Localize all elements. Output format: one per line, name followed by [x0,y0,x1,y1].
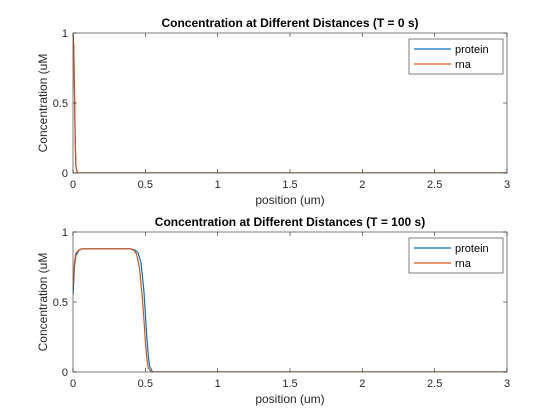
x-axis-label: position (um) [255,193,324,207]
x-tick-label: 2.5 [427,179,442,191]
x-tick-label: 0.5 [138,378,153,390]
series-line-rna [73,248,507,372]
legend: protein rna [408,237,504,274]
chart-title: Concentration at Different Distances (T … [155,215,425,229]
x-tick-label: 2 [359,179,365,191]
x-tick-label: 3 [504,179,510,191]
y-axis-label: Concentration (uM [36,253,50,352]
x-tick-label: 2.5 [427,378,442,390]
subplot-t0: 0 0.5 1 1.5 2 2.5 3 0 0.5 1 Concentration at Diffe… [36,16,510,207]
legend-entry-rna: rna [455,59,472,71]
x-tick-label: 1.5 [282,179,297,191]
y-axis-label: Concentration (uM [36,54,50,153]
x-tick-label: 1 [215,179,221,191]
x-axis-label: position (um) [255,392,324,406]
y-tick-label: 0.5 [53,98,68,110]
legend-entry-protein: protein [455,44,489,56]
y-tick-label: 0.5 [53,297,68,309]
legend-entry-rna: rna [455,258,472,270]
y-tick-label: 1 [62,227,68,239]
x-tick-label: 0 [70,179,76,191]
legend-entry-protein: protein [455,243,489,255]
y-tick-label: 1 [62,28,68,40]
legend-box [408,237,504,274]
legend-box [408,38,504,75]
x-tick-label: 1 [215,378,221,390]
x-tick-label: 2 [359,378,365,390]
x-tick-label: 1.5 [282,378,297,390]
chart-title: Concentration at Different Distances (T … [161,16,418,30]
x-tick-label: 3 [504,378,510,390]
legend: protein rna [408,38,504,75]
subplot-t100: 0 0.5 1 1.5 2 2.5 3 0 0.5 1 Concentration at Diffe… [36,215,510,406]
x-tick-label: 0 [70,378,76,390]
series-line-rna [73,33,507,173]
y-tick-label: 0 [62,168,68,180]
x-tick-label: 0.5 [138,179,153,191]
y-tick-label: 0 [62,367,68,379]
